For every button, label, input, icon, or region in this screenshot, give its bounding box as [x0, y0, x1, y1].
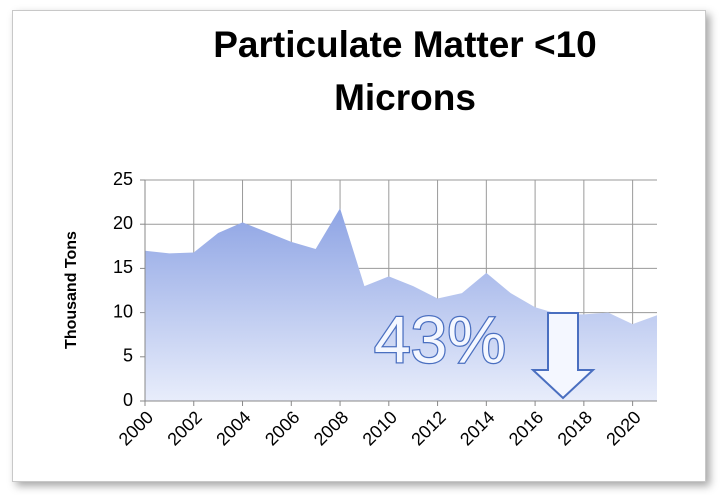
x-tick-label: 2018	[554, 407, 596, 449]
y-tick-label: 20	[113, 213, 133, 233]
x-tick-label: 2006	[261, 407, 303, 449]
y-axis-label: Thousand Tons	[63, 231, 80, 349]
x-tick-label: 2000	[115, 407, 157, 449]
chart-title: Particulate Matter <10 Microns	[213, 24, 597, 118]
x-tick-label: 2004	[212, 407, 254, 449]
x-tick-label: 2002	[163, 407, 205, 449]
x-tick-label: 2016	[505, 407, 547, 449]
annotation: 43%	[374, 302, 506, 376]
x-tick-label: 2008	[310, 407, 352, 449]
y-tick-label: 5	[123, 346, 133, 366]
y-tick-label: 25	[113, 169, 133, 189]
area	[145, 208, 657, 401]
x-tick-label: 2010	[359, 407, 401, 449]
y-tick-label: 0	[123, 390, 133, 410]
y-tick-label: 15	[113, 257, 133, 277]
x-tick-label: 2014	[456, 407, 498, 449]
chart-frame	[12, 10, 706, 482]
down-arrow	[530, 312, 596, 400]
x-tick-label: 2020	[602, 407, 644, 449]
x-tick-label: 2012	[407, 407, 449, 449]
y-tick-label: 10	[113, 301, 133, 321]
